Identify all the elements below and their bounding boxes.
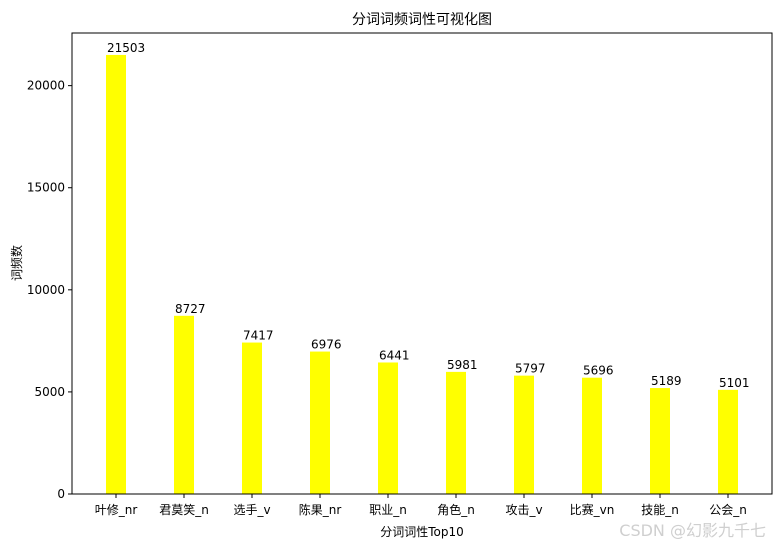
bar [650,388,670,494]
bar [718,389,738,494]
bar-value-label: 7417 [243,329,274,343]
bar [378,362,398,494]
chart-title: 分词词频词性可视化图 [352,12,492,28]
x-tick-label: 攻击_v [505,503,542,517]
bar [242,342,262,494]
x-tick-label: 公会_n [709,503,747,517]
bar-value-label: 5189 [651,374,682,388]
y-tick-label: 10000 [27,283,65,297]
y-axis-label: 词频数 [9,245,24,281]
y-tick-label: 0 [57,487,65,501]
bar-value-label: 5696 [583,364,614,378]
x-tick-label: 职业_n [369,503,407,517]
x-tick-label: 技能_n [641,503,679,517]
y-tick-label: 20000 [27,79,65,93]
bar [582,377,602,494]
bar-value-label: 5981 [447,358,478,372]
bar-value-label: 21503 [107,41,145,55]
y-tick-label: 5000 [34,385,65,399]
y-tick-label: 15000 [27,181,65,195]
bar [310,351,330,494]
x-tick-label: 角色_n [437,503,475,517]
x-tick-label: 比赛_vn [570,502,615,517]
bar-value-label: 6441 [379,348,410,362]
bar [446,371,466,494]
bar-value-label: 5797 [515,362,546,376]
bars-group [106,54,738,494]
data-labels-group: 21503 8727 7417 6976 6441 5981 5797 5696 5189 510… [107,41,750,390]
bar-value-label: 8727 [175,302,206,316]
watermark: CSDN @幻影九千七 [619,521,766,540]
plot-frame [71,32,773,495]
bar [514,375,534,494]
bar-value-label: 6976 [311,338,342,352]
bar [106,54,126,494]
x-tick-label: 陈果_nr [299,502,342,517]
x-tick-label: 选手_v [233,503,270,517]
x-tick-label: 叶修_nr [95,502,138,517]
bar-value-label: 5101 [719,376,750,390]
y-axis: 0 5000 10000 15000 20000 [27,79,72,501]
bar [174,315,194,494]
x-axis: 叶修_nr 君莫笑_n 选手_v 陈果_nr 职业_n 角色_n 攻击_v 比赛_vn 技能_n… [95,494,747,517]
x-axis-label: 分词词性Top10 [380,525,464,539]
x-tick-label: 君莫笑_n [159,502,209,517]
